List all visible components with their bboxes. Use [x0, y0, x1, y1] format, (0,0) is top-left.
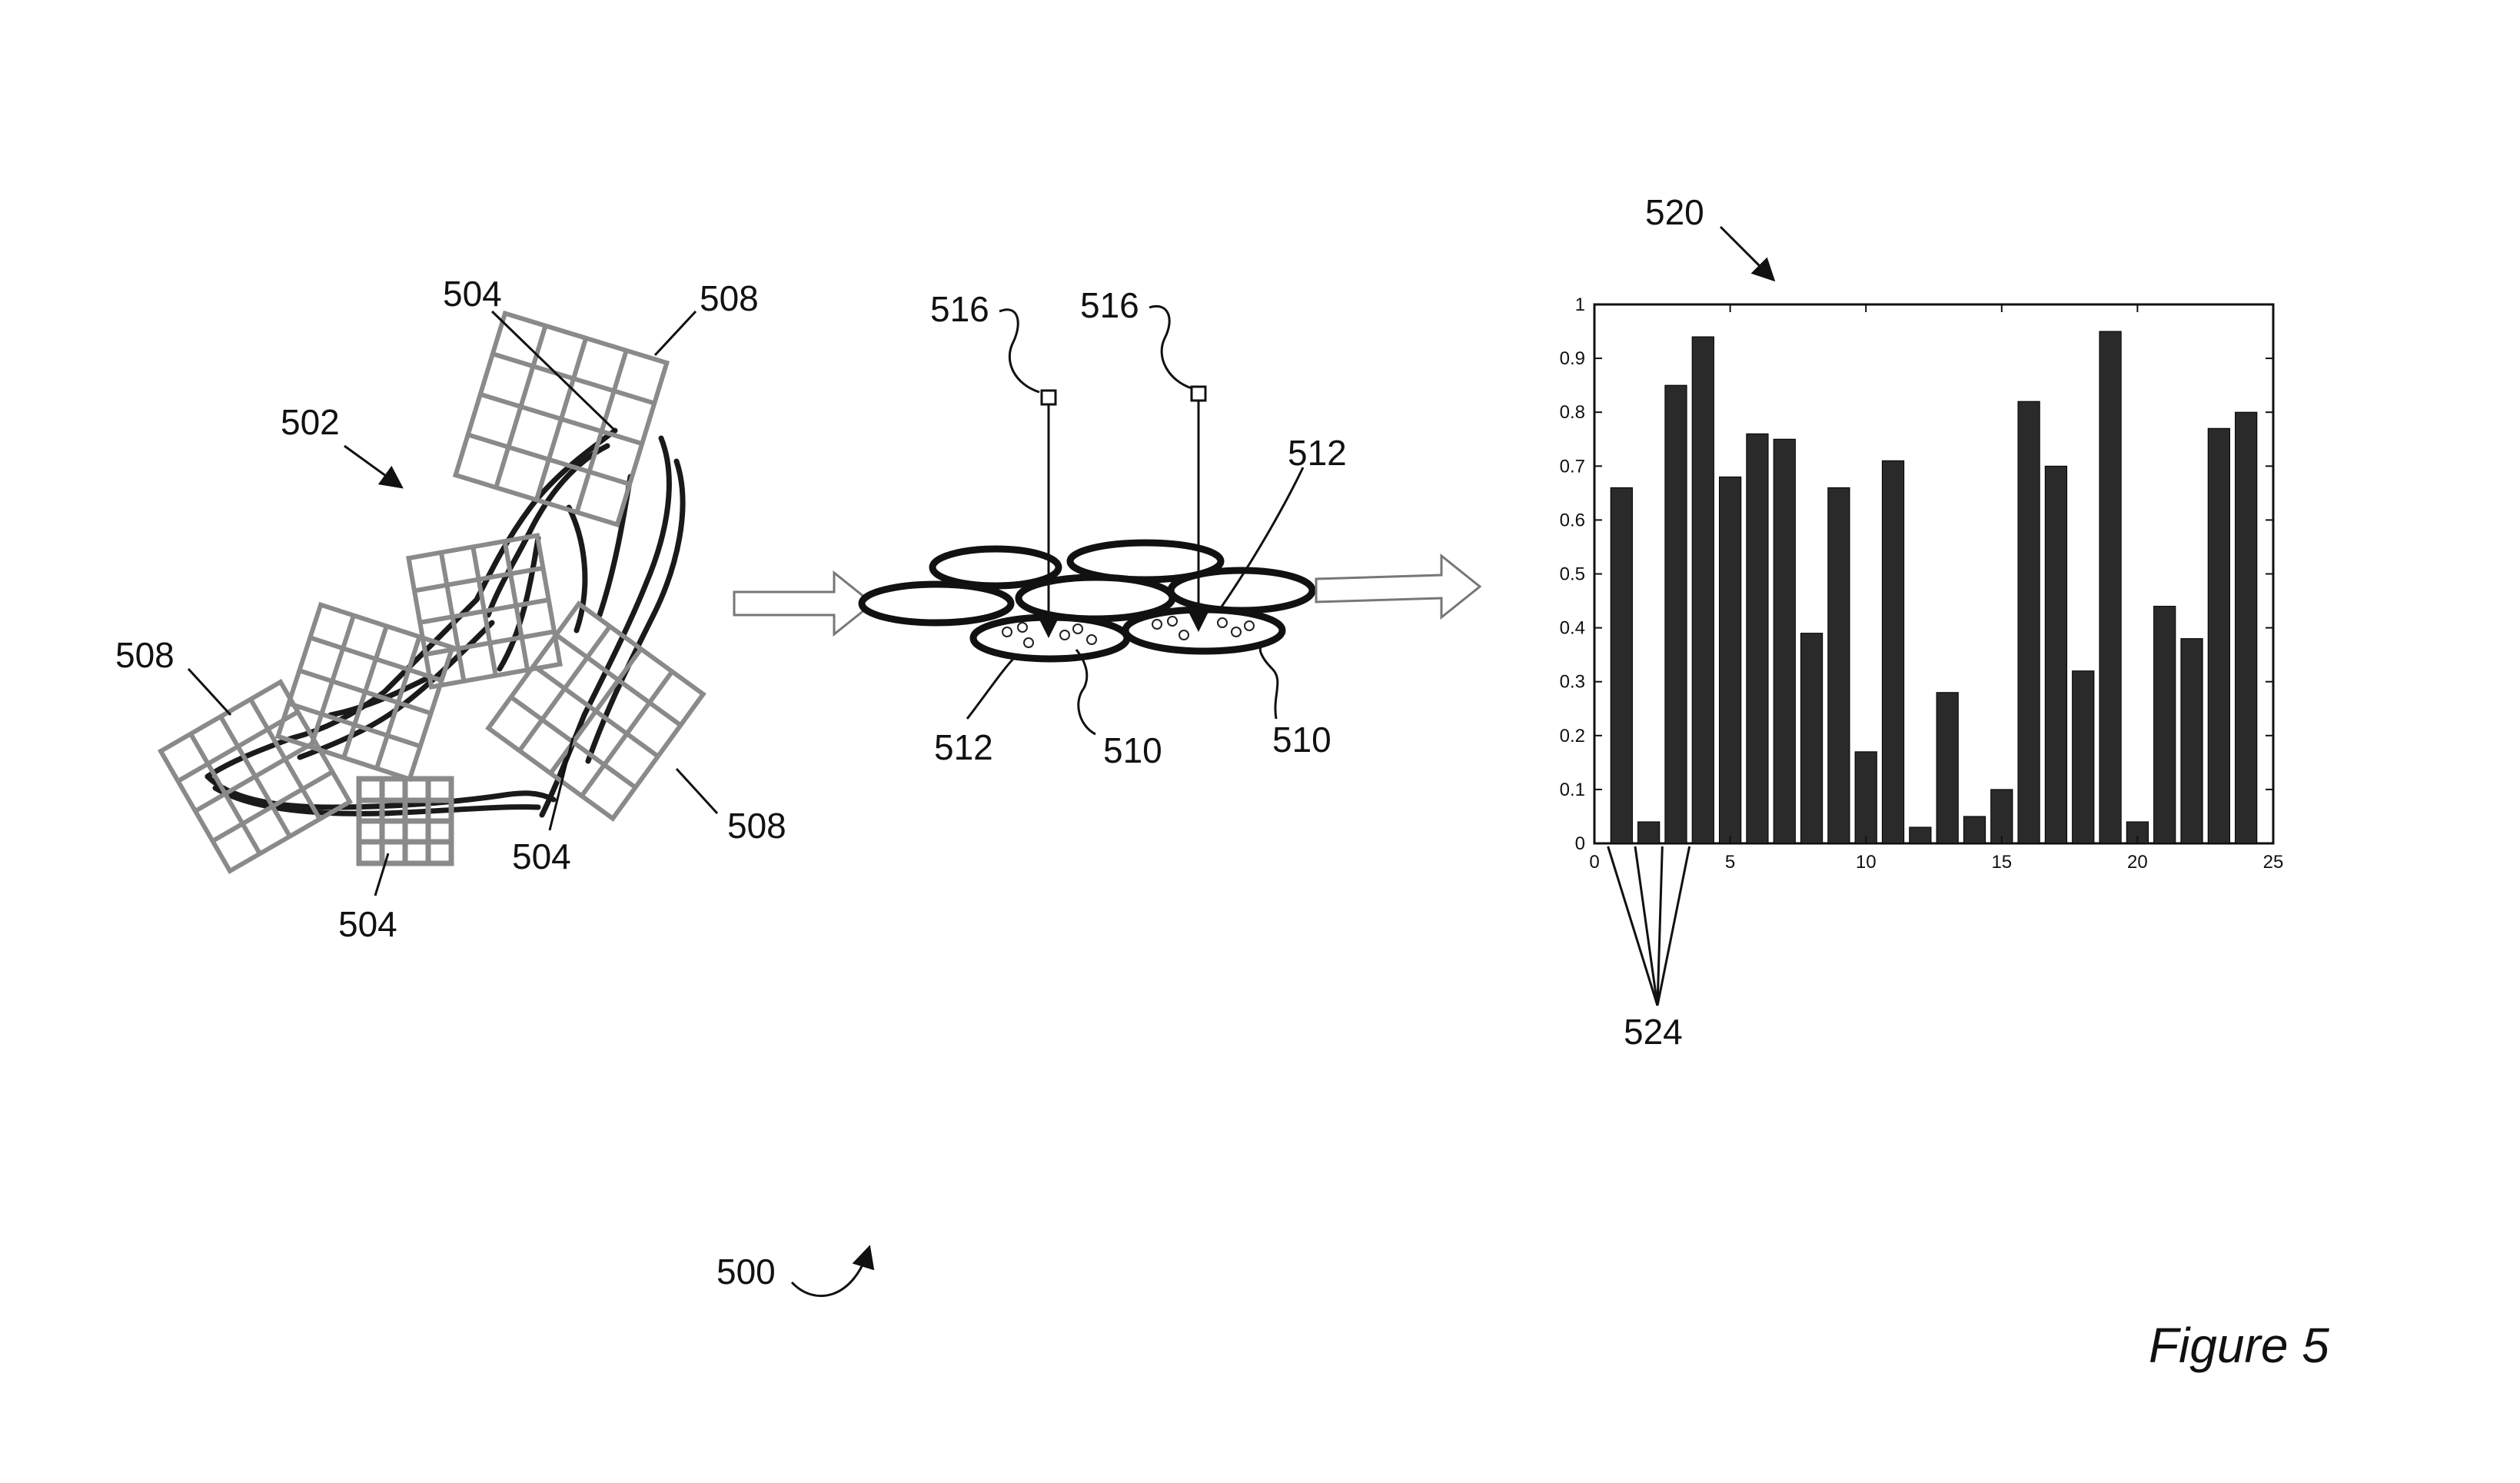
- bar: [2181, 639, 2203, 843]
- y-tick-label: 0: [1575, 833, 1585, 854]
- y-tick-label: 0.7: [1560, 456, 1585, 477]
- cluster-point: [1245, 621, 1254, 630]
- bar: [2045, 466, 2066, 843]
- bar: [2099, 331, 2121, 843]
- label-508-left: 508: [115, 635, 175, 675]
- cluster-point: [1218, 618, 1227, 627]
- bar: [1828, 487, 1850, 843]
- bar: [1882, 461, 1903, 843]
- label-520: 520: [1645, 192, 1704, 232]
- leader-line: [1260, 647, 1278, 719]
- bin-leaders: [1608, 846, 1690, 1006]
- leader-line: [1149, 306, 1192, 388]
- grid-patch-icon: [359, 779, 451, 863]
- cluster-center-icon: [1042, 391, 1056, 404]
- label-502: 502: [281, 402, 340, 442]
- leader-line: [677, 769, 717, 813]
- bar: [1855, 752, 1877, 843]
- y-tick-label: 0.2: [1560, 726, 1585, 746]
- figure-caption: Figure 5: [2149, 1318, 2329, 1373]
- bin-leader-line: [1608, 846, 1657, 1006]
- bar: [1991, 790, 2013, 843]
- cluster-point: [1152, 620, 1162, 629]
- label-504-top: 504: [443, 274, 502, 314]
- y-tick-label: 0.1: [1560, 780, 1585, 800]
- y-tick-label: 0.3: [1560, 672, 1585, 693]
- y-tick-label: 0.4: [1560, 618, 1585, 639]
- x-tick-label: 15: [1991, 852, 2012, 873]
- x-tick-label: 10: [1856, 852, 1877, 873]
- bar: [1719, 477, 1740, 843]
- cluster-point: [1087, 635, 1096, 644]
- arrow-right-icon: [734, 573, 873, 634]
- bar: [1774, 439, 1795, 843]
- bar: [1638, 822, 1660, 843]
- x-tick-label: 20: [2127, 852, 2148, 873]
- bar: [1800, 633, 1822, 843]
- bar: [1665, 385, 1687, 843]
- label-508-top: 508: [700, 278, 759, 318]
- bar: [1937, 693, 1958, 843]
- cluster-panel: 516 516 512 512 510 510: [862, 285, 1347, 770]
- cluster-point: [1002, 627, 1012, 637]
- label-504-bottom: 504: [338, 904, 397, 944]
- cluster-point: [1060, 630, 1069, 640]
- leader-line: [188, 669, 231, 715]
- leader-line: [344, 446, 400, 486]
- cluster-point: [1179, 630, 1189, 640]
- label-512-left: 512: [934, 727, 993, 767]
- leader-line: [1720, 227, 1772, 278]
- histogram-chart: 00.10.20.30.40.50.60.70.80.910510152025 …: [1560, 192, 2284, 1052]
- bar: [1963, 816, 1985, 843]
- cluster-center-icon: [1192, 387, 1205, 401]
- cluster-point: [1073, 624, 1082, 633]
- y-tick-label: 0.6: [1560, 510, 1585, 530]
- cluster-ellipse-icon: [973, 617, 1127, 659]
- cluster-point: [1024, 638, 1033, 647]
- x-tick-label: 25: [2263, 852, 2284, 873]
- leader-line: [999, 310, 1039, 392]
- label-510-left: 510: [1103, 730, 1162, 770]
- label-516-left: 516: [930, 289, 989, 329]
- y-tick-label: 1: [1575, 294, 1585, 315]
- y-tick-label: 0.5: [1560, 564, 1585, 585]
- shoe-image-panel: 502 504 508 508 508 504 504: [115, 274, 786, 944]
- label-512-right: 512: [1288, 433, 1347, 473]
- bar: [1910, 827, 1931, 843]
- bar: [2208, 428, 2229, 843]
- label-510-right: 510: [1272, 720, 1331, 760]
- plot-area: 00.10.20.30.40.50.60.70.80.910510152025: [1560, 294, 2284, 873]
- curved-arrow-icon: [792, 1249, 869, 1296]
- bar: [2236, 412, 2257, 843]
- cluster-point: [1232, 627, 1241, 637]
- cluster-ellipse-icon: [862, 584, 1011, 623]
- label-504-mid: 504: [512, 836, 571, 876]
- cluster-point: [1168, 617, 1177, 626]
- leader-line: [655, 311, 696, 355]
- label-500: 500: [716, 1252, 776, 1292]
- bar: [2018, 401, 2040, 843]
- bar: [1692, 337, 1714, 843]
- bar: [1747, 434, 1768, 843]
- arrow-right-icon: [1316, 556, 1480, 617]
- bin-leader-line: [1635, 846, 1657, 1006]
- label-516-right: 516: [1080, 285, 1139, 325]
- cluster-point: [1018, 623, 1027, 632]
- cluster-ellipse-icon: [1125, 610, 1282, 651]
- x-tick-label: 0: [1589, 852, 1599, 873]
- label-524: 524: [1624, 1012, 1683, 1052]
- bar: [2073, 671, 2094, 843]
- y-tick-label: 0.8: [1560, 402, 1585, 423]
- bar: [2154, 607, 2176, 843]
- y-tick-label: 0.9: [1560, 348, 1585, 369]
- leader-line: [967, 657, 1015, 719]
- leader-line: [1076, 650, 1095, 734]
- bar: [1611, 487, 1632, 843]
- label-508-right: 508: [727, 806, 786, 846]
- grid-patch-icon: [456, 314, 667, 525]
- x-tick-label: 5: [1725, 852, 1735, 873]
